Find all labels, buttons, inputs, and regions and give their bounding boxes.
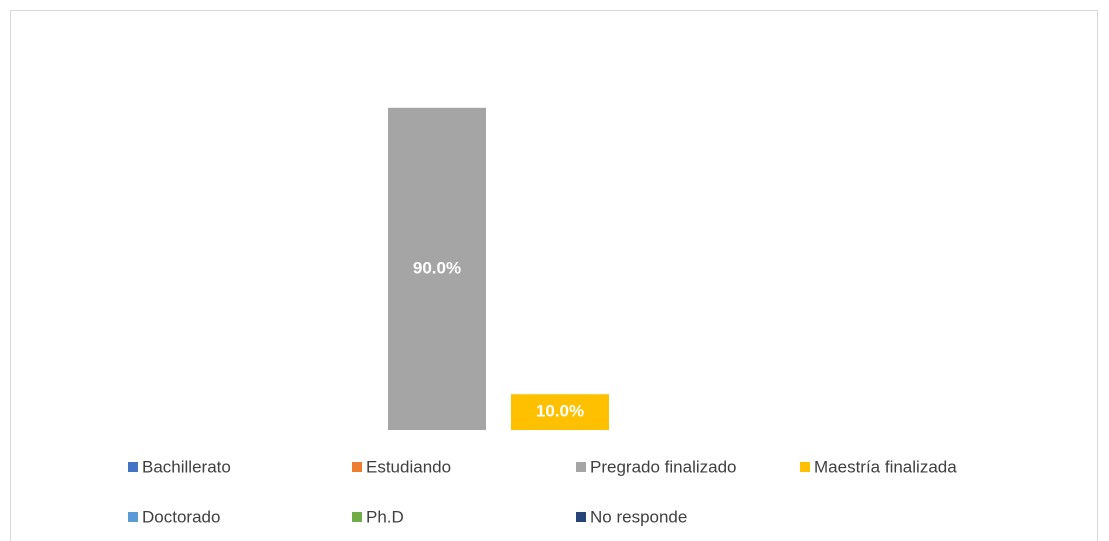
legend-label: Estudiando <box>366 457 451 476</box>
legend-swatch <box>800 462 810 472</box>
bar <box>511 394 609 430</box>
legend-label: Pregrado finalizado <box>590 457 736 476</box>
data-label: 10.0% <box>536 402 584 421</box>
bar <box>388 107 486 431</box>
legend-label: No responde <box>590 507 687 526</box>
legend-swatch <box>128 512 138 522</box>
legend-label: Maestría finalizada <box>814 457 957 476</box>
chart-border <box>10 10 1098 541</box>
legend-swatch <box>352 462 362 472</box>
legend-swatch <box>576 462 586 472</box>
legend-swatch <box>128 462 138 472</box>
legend-label: Doctorado <box>142 507 220 526</box>
legend-swatch <box>352 512 362 522</box>
legend-swatch <box>576 512 586 522</box>
data-label: 90.0% <box>413 258 461 277</box>
legend-label: Bachillerato <box>142 457 231 476</box>
legend-label: Ph.D <box>366 507 404 526</box>
